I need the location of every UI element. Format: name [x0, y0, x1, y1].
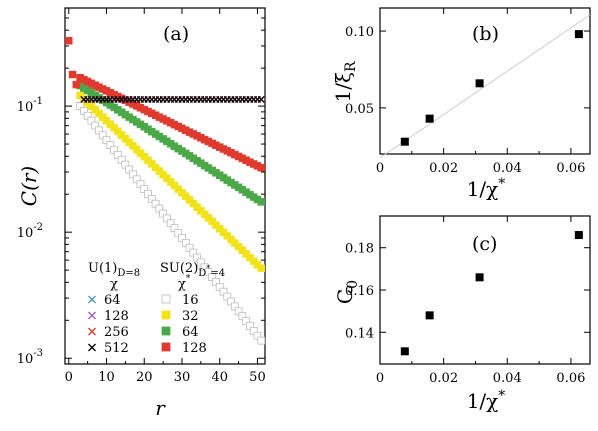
panel-b-marks: [379, 14, 591, 159]
panel-a-marks: [65, 36, 266, 345]
panel-a-ticks: 0 10 20 30 40 50 10-3 10-2 10-1: [17, 8, 266, 385]
legend-su2-header: SU(2)D*=4: [160, 261, 225, 279]
legend-marker-cross: [88, 295, 96, 304]
y-tick-label: 10-1: [17, 96, 43, 115]
data-point: [475, 273, 484, 282]
y-tick-label: 0.14: [345, 326, 374, 341]
data-point: [257, 198, 265, 206]
panel-a-frame: [64, 7, 266, 365]
panel-a-label: (a): [163, 23, 189, 45]
legend-marker-cross: [88, 327, 96, 336]
y-tick-label: 10-3: [17, 348, 43, 367]
x-tick-label: 0: [65, 370, 73, 385]
panel-a-xlabel: r: [155, 396, 166, 420]
x-tick-label: 0.06: [556, 161, 585, 176]
data-point: [574, 30, 583, 39]
fit-line: [379, 14, 591, 159]
y-tick-label: 0.16: [345, 284, 374, 299]
x-tick-label: 0.04: [493, 161, 522, 176]
x-tick-label: 50: [249, 370, 266, 385]
legend-su2-param: χ*: [178, 274, 191, 292]
legend-marker-square: [161, 294, 171, 304]
legend-u1-label: 128: [104, 309, 129, 324]
x-tick-label: 0.04: [493, 371, 522, 386]
panel-c-ylabel: C0: [333, 280, 361, 304]
legend-su2-label: 32: [182, 309, 199, 324]
x-tick-label: 0.06: [556, 371, 585, 386]
y-tick-label: 10-2: [17, 222, 43, 241]
y-tick-label: 0.10: [345, 25, 374, 40]
panel-a-ylabel: C(r): [17, 166, 41, 206]
y-tick-label: 0.18: [345, 242, 374, 257]
data-point: [400, 347, 409, 356]
legend-su2-label: 64: [182, 325, 199, 340]
panel-a-legend: U(1)D=8χ SU(2)D*=4χ* 64 16 128 32 256 64 512 128: [88, 261, 225, 356]
data-point: [257, 95, 265, 103]
legend-marker-square: [161, 326, 171, 336]
legend-su2-label: 128: [182, 341, 207, 356]
data-point: [65, 36, 73, 45]
x-tick-label: 0: [376, 371, 384, 386]
y-tick-label: 0.05: [345, 102, 374, 117]
panel-b-ylabel: 1/ξR: [331, 61, 359, 102]
panel-b-frame: [379, 7, 591, 155]
data-point: [475, 79, 484, 88]
x-tick-label: 0.02: [429, 371, 458, 386]
data-point: [425, 311, 434, 320]
panel-b-label: (b): [472, 23, 499, 45]
panel-c-ticks: 0 0.02 0.04 0.06 0.14 0.16 0.18: [345, 216, 590, 386]
x-tick-label: 0: [376, 161, 384, 176]
data-point: [257, 336, 266, 345]
x-tick-label: 30: [174, 370, 191, 385]
panel-c-xlabel: 1/χ*: [467, 388, 506, 413]
x-tick-label: 40: [211, 370, 228, 385]
panel-a: 0 10 20 30 40 50 10-3 10-2 10-1 (a) r C(r) U(1)D…: [17, 7, 266, 420]
legend-u1-label: 512: [104, 341, 129, 356]
x-tick-label: 0.02: [429, 161, 458, 176]
x-tick-label: 20: [136, 370, 153, 385]
panel-c: 0 0.02 0.04 0.06 0.14 0.16 0.18 (c) 1/χ* C0: [333, 215, 591, 413]
legend-marker-square: [161, 310, 171, 320]
legend-marker-cross: [88, 343, 96, 352]
legend-su2-label: 16: [182, 293, 199, 308]
data-point: [400, 137, 409, 146]
panel-b: 0 0.02 0.04 0.06 0.05 0.10 (b) 1/χ* 1/ξR: [331, 7, 591, 201]
panel-c-label: (c): [472, 233, 497, 255]
panel-c-marks: [400, 231, 583, 356]
data-point: [257, 163, 265, 172]
legend-u1-param: χ: [110, 277, 118, 292]
data-point: [72, 80, 81, 89]
x-tick-label: 10: [98, 370, 115, 385]
legend-u1-label: 256: [104, 325, 129, 340]
data-point: [425, 114, 434, 123]
data-point: [574, 231, 583, 240]
legend-u1-label: 64: [104, 293, 121, 308]
data-point: [68, 70, 77, 79]
legend-marker-square: [161, 342, 171, 352]
panel-b-ticks: 0 0.02 0.04 0.06 0.05 0.10: [345, 8, 590, 176]
data-point: [257, 264, 265, 273]
legend-marker-cross: [88, 311, 96, 320]
panel-b-xlabel: 1/χ*: [467, 176, 506, 201]
legend-u1-header: U(1)D=8: [88, 261, 140, 279]
